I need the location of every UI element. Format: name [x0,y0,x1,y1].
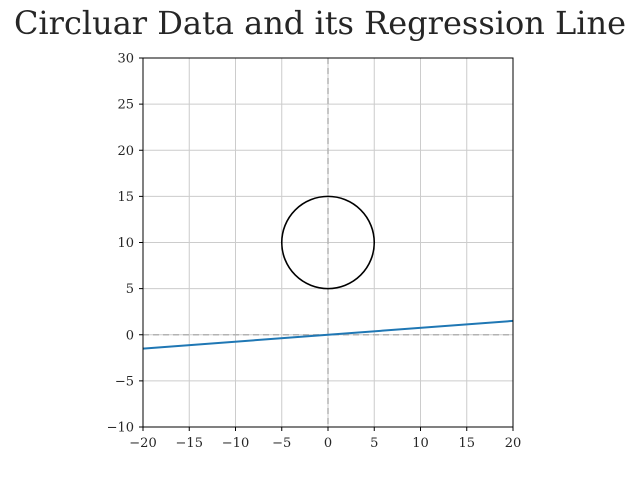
x-tick-label: −15 [176,436,203,451]
y-axis-ticks: −10 −5 0 5 10 15 20 25 30 [107,52,143,436]
x-tick-label: 5 [370,436,378,451]
y-tick-label: 10 [117,236,134,251]
y-tick-label: 0 [126,328,134,343]
x-tick-label: 15 [458,436,475,451]
x-axis-ticks: −20 −15 −10 −5 0 5 10 15 20 [129,427,521,451]
y-tick-label: 15 [117,190,134,205]
y-tick-label: 20 [117,144,134,159]
y-tick-label: −10 [107,421,134,436]
data-series [142,195,514,350]
x-tick-label: −5 [272,436,291,451]
x-tick-label: 0 [324,436,332,451]
y-tick-label: −5 [115,374,134,389]
y-tick-label: 5 [126,282,134,297]
x-tick-label: −10 [222,436,249,451]
x-tick-label: 10 [412,436,429,451]
x-tick-label: −20 [129,436,156,451]
y-tick-label: 30 [117,52,134,67]
x-tick-label: 20 [505,436,522,451]
circle-data-series [280,195,376,290]
y-tick-label: 25 [117,98,134,113]
regression-line [142,319,514,350]
chart-title: Circluar Data and its Regression Line [13,4,627,42]
